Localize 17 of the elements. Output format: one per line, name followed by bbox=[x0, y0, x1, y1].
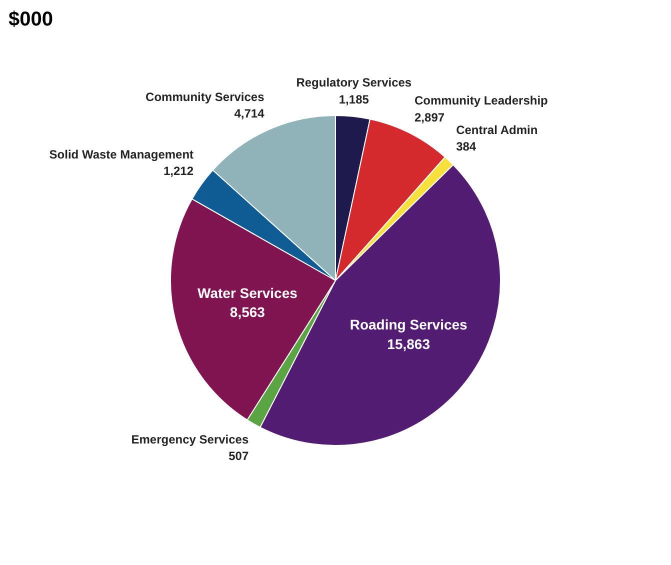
slice-label: Water Services bbox=[198, 284, 298, 301]
slice-label: Roading Services bbox=[350, 316, 468, 333]
data-label: 4,714 bbox=[234, 106, 265, 121]
chart-title: $000 bbox=[8, 8, 53, 30]
slice-label: Community Leadership bbox=[414, 94, 548, 108]
slice-label: Emergency Services bbox=[131, 432, 249, 446]
data-label: 507 bbox=[228, 449, 249, 464]
data-label: 1,212 bbox=[164, 164, 194, 178]
slice-label: Solid Waste Management bbox=[49, 147, 194, 162]
slice-label: Regulatory Services bbox=[296, 76, 412, 90]
slice-label: Community Services bbox=[146, 90, 265, 104]
data-label: 384 bbox=[456, 140, 476, 154]
data-label: 1,185 bbox=[338, 92, 370, 106]
data-label: 8,563 bbox=[230, 304, 266, 320]
data-label: 2,897 bbox=[414, 110, 445, 124]
data-label: 15,863 bbox=[387, 336, 430, 352]
slice-label: Central Admin bbox=[456, 122, 538, 137]
